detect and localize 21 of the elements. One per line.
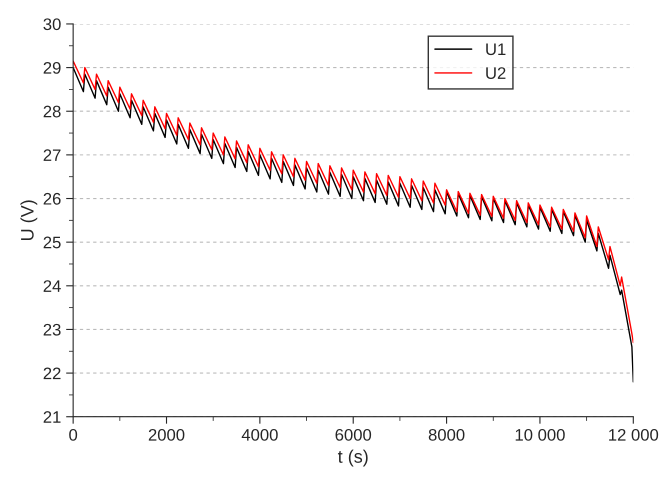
x-tick-label: 6000 xyxy=(336,428,372,441)
y-tick-label: 21 xyxy=(44,411,61,423)
x-axis-title: t (s) xyxy=(338,450,368,466)
legend-label: U1 xyxy=(486,43,506,56)
x-tick-label: 0 xyxy=(69,428,78,441)
x-tick-label: 12 000 xyxy=(609,428,658,441)
legend-label: U2 xyxy=(486,67,506,79)
x-tick-label: 8000 xyxy=(428,428,464,441)
y-tick-label: 25 xyxy=(44,236,61,248)
x-tick-label: 2000 xyxy=(148,428,184,441)
y-tick-label: 28 xyxy=(44,106,61,118)
y-tick-label: 23 xyxy=(44,324,61,336)
y-tick-label: 22 xyxy=(44,367,61,380)
y-axis-title: U (V) xyxy=(20,200,38,240)
y-tick-label: 27 xyxy=(44,149,61,161)
y-tick-label: 30 xyxy=(43,18,61,30)
y-tick-label: 24 xyxy=(44,280,61,292)
x-tick-label: 4000 xyxy=(242,428,278,441)
y-tick-label: 26 xyxy=(44,192,61,205)
x-tick-label: 10 000 xyxy=(516,428,565,441)
y-tick-label: 29 xyxy=(44,62,61,74)
